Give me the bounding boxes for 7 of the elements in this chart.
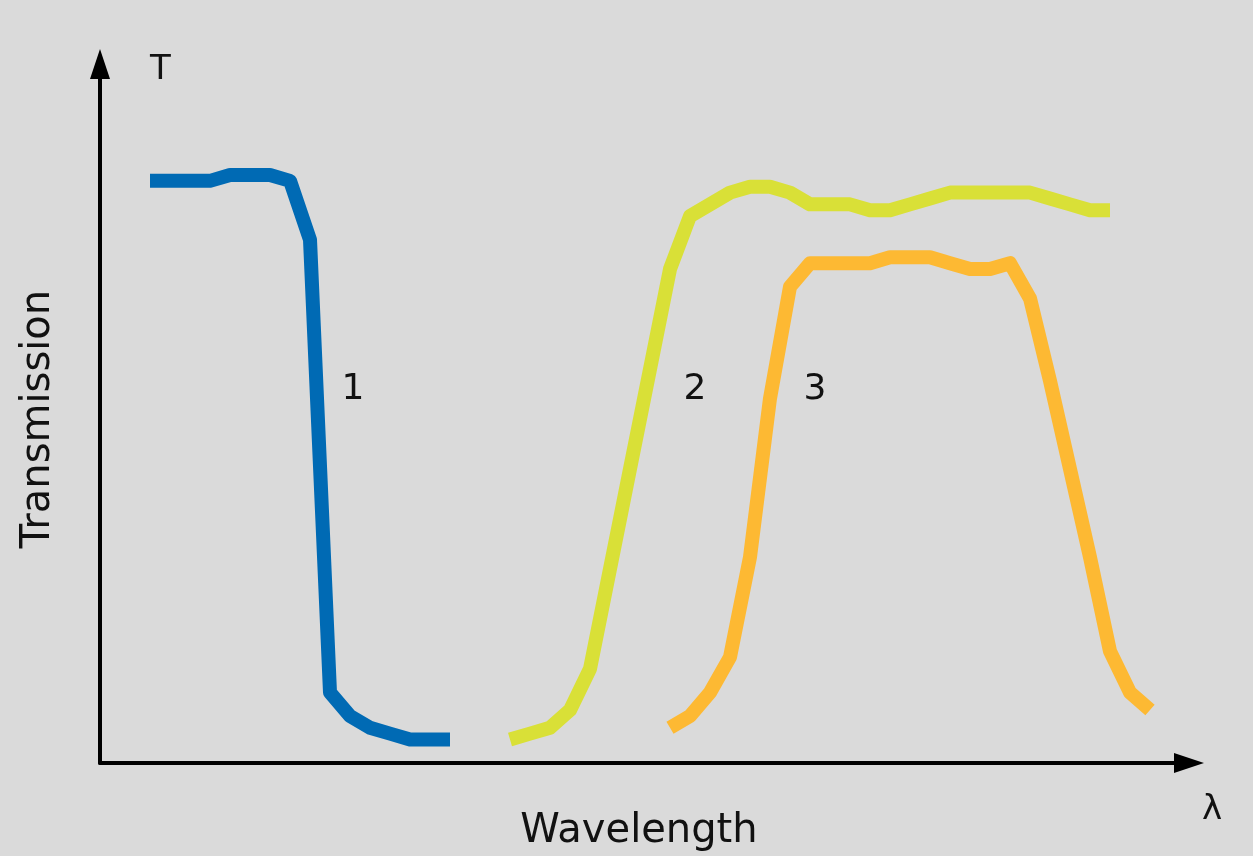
series-label: 3 xyxy=(803,366,827,408)
series-label: 1 xyxy=(341,366,365,408)
text: T xyxy=(149,47,171,87)
y-axis-title: Transmission xyxy=(12,289,58,550)
x-axis-title: Wavelength xyxy=(520,805,758,851)
series-label: 2 xyxy=(683,366,707,408)
text: λ xyxy=(1202,787,1223,827)
